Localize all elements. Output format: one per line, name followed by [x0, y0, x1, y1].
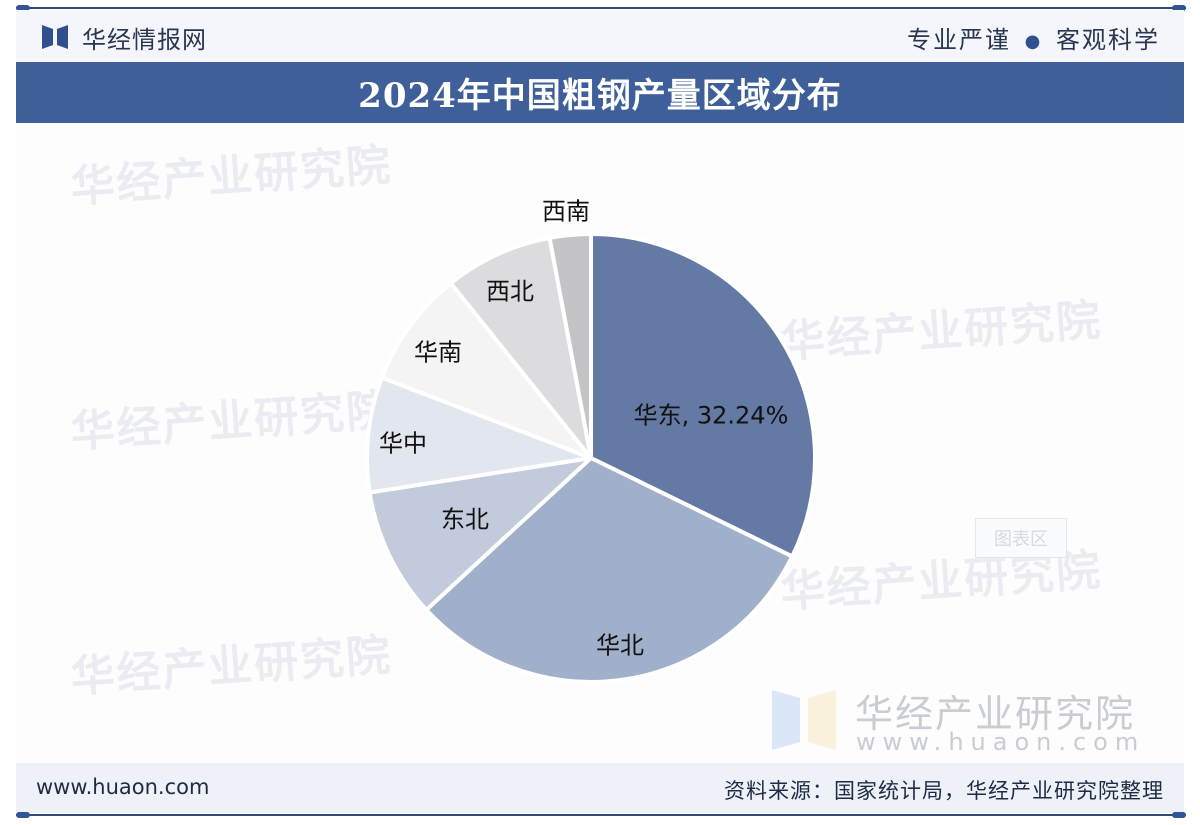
- pie-slice-3: [365, 375, 593, 495]
- slice-label: 西北: [486, 277, 534, 306]
- bullet-dot-icon: ●: [1024, 30, 1043, 52]
- slogan: 专业严谨 ● 客观科学: [907, 20, 1160, 55]
- slice-label: 华北: [596, 631, 644, 660]
- title-bar: 2024年中国粗钢产量区域分布: [16, 62, 1184, 123]
- pie-slice-4: [379, 281, 593, 460]
- slogan-left: 专业严谨: [907, 26, 1011, 54]
- watermark-url: www.huaon.com: [856, 728, 1146, 756]
- watermark-logo-icon: [772, 690, 836, 750]
- watermark-name: 华经产业研究院: [855, 692, 1136, 736]
- pie-slice-0: [589, 232, 817, 559]
- brand-name: 华经情报网: [82, 26, 207, 54]
- data-source: 资料来源：国家统计局，华经产业研究院整理: [724, 779, 1164, 803]
- pie-slice-2: [367, 456, 593, 612]
- footer-url[interactable]: www.huaon.com: [36, 775, 210, 799]
- chart-title: 2024年中国粗钢产量区域分布: [358, 76, 842, 116]
- pie-slice-5: [448, 235, 593, 460]
- pie-slice-1: [424, 456, 795, 684]
- slice-label: 西南: [542, 197, 590, 226]
- slogan-right: 客观科学: [1056, 26, 1160, 54]
- slice-label: 华东, 32.24%: [633, 401, 789, 430]
- top-rule: [16, 5, 1186, 11]
- pie-slice-6: [547, 232, 593, 460]
- brand-logo-icon: [42, 25, 68, 49]
- footer-strip: [16, 763, 1184, 813]
- bottom-rule: [16, 812, 1186, 818]
- header-strip: [16, 10, 1184, 62]
- slice-label: 华中: [379, 429, 427, 458]
- slice-label: 华南: [414, 338, 462, 367]
- slice-label: 东北: [441, 505, 489, 534]
- chart-area-tag: 图表区: [975, 518, 1067, 558]
